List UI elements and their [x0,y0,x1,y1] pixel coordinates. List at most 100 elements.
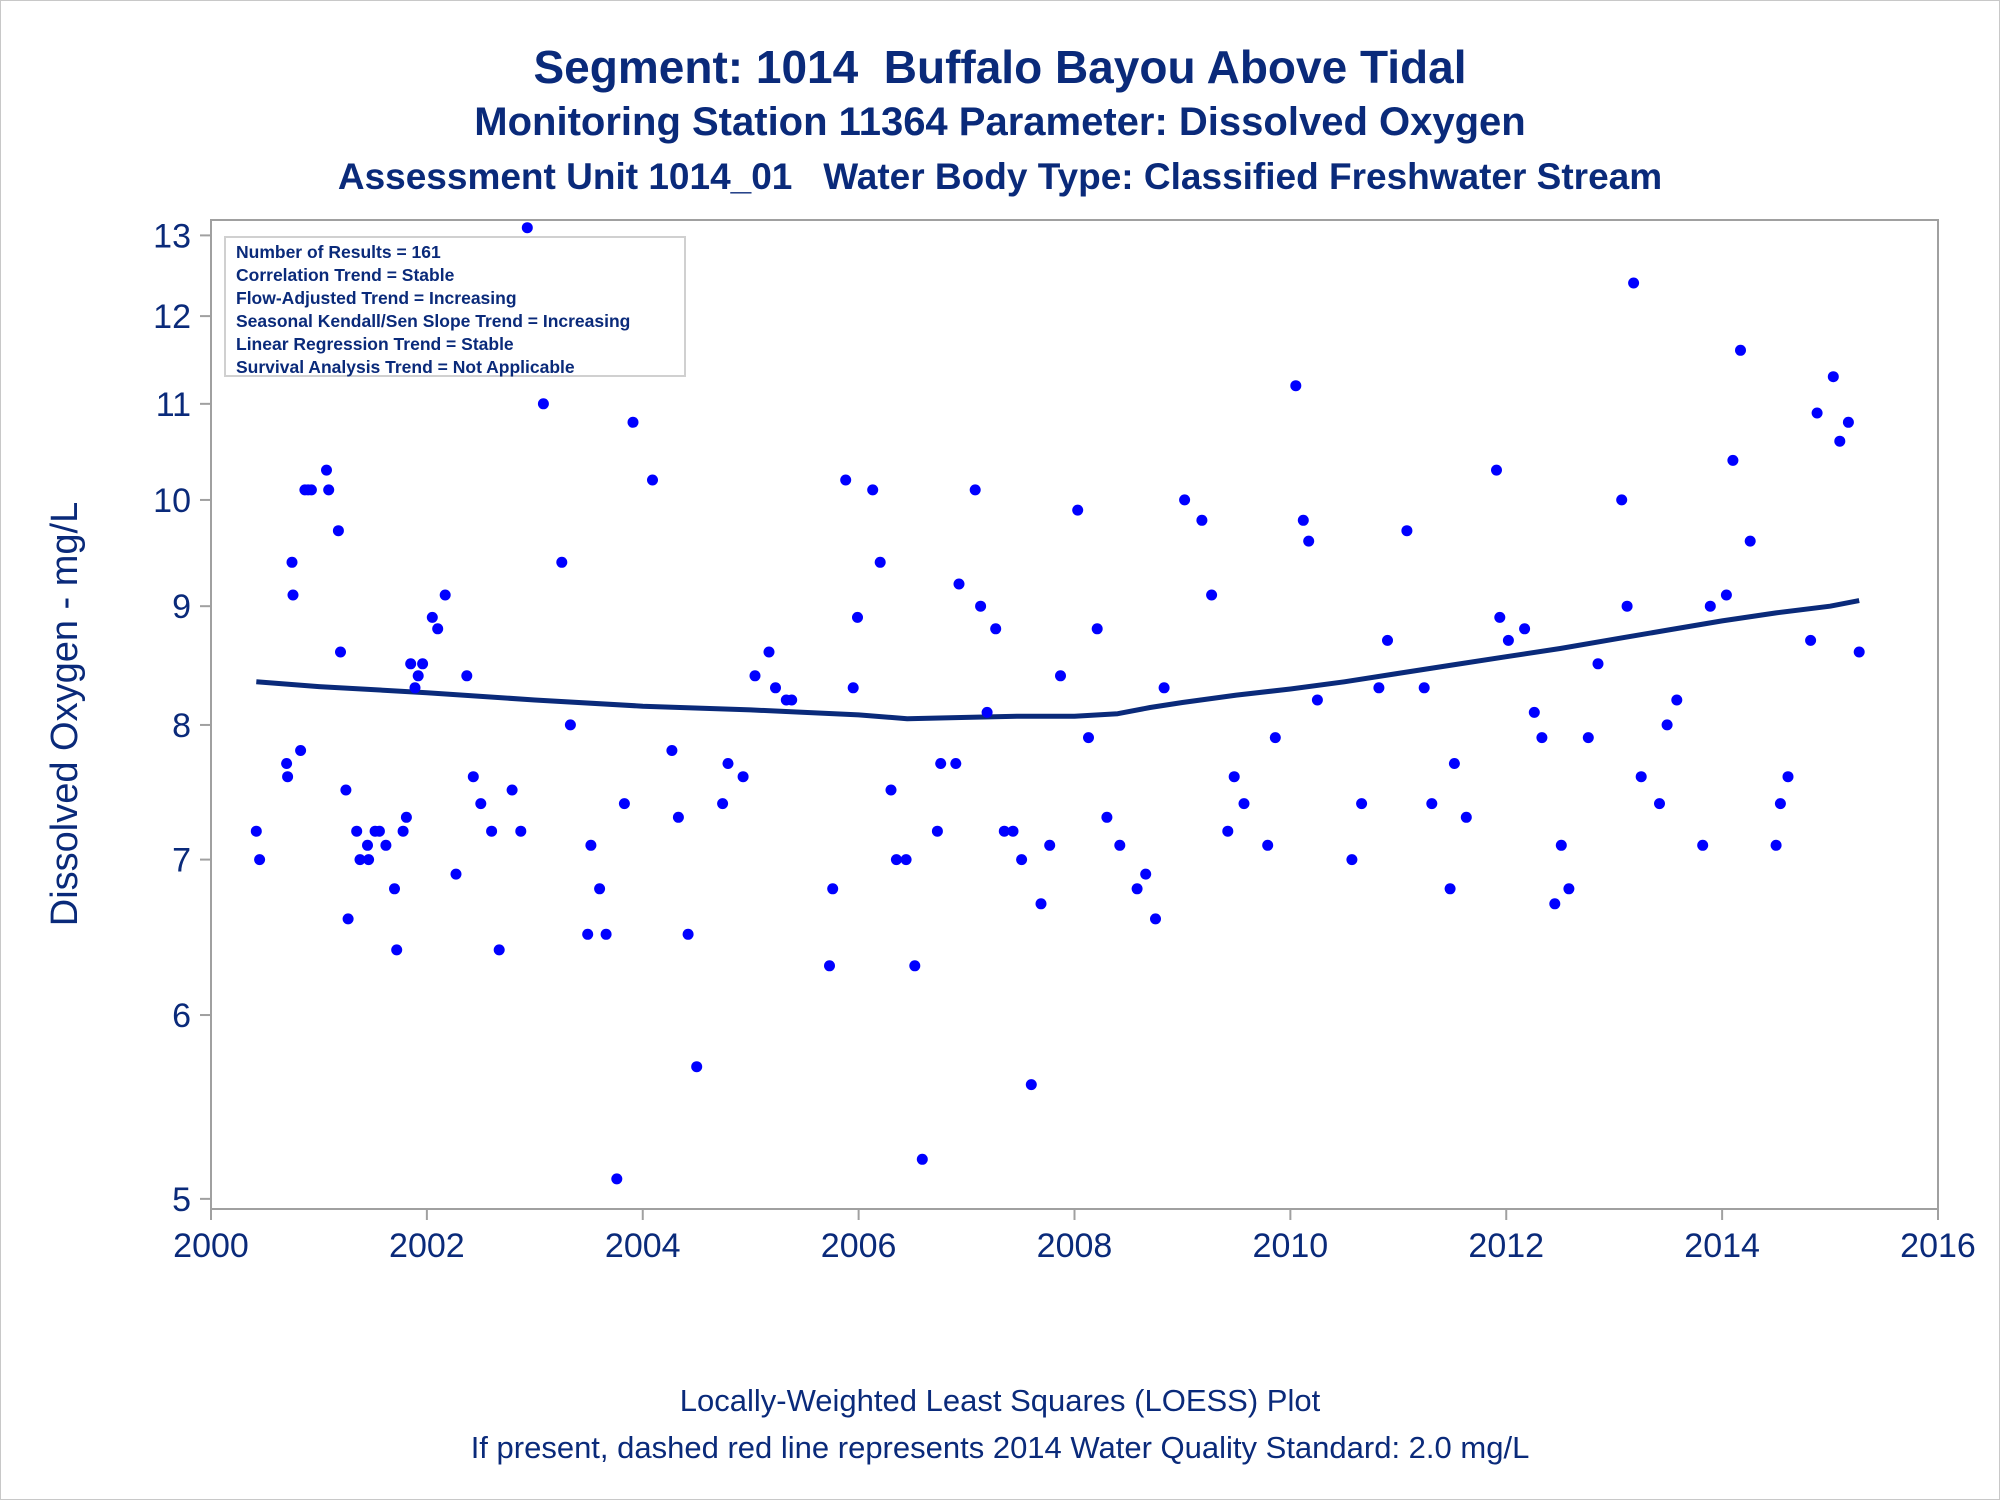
data-point [1811,407,1823,419]
data-point [969,484,981,496]
data-point [1150,913,1161,925]
data-point [1827,371,1839,383]
data-point [409,682,421,694]
data-point [935,758,947,769]
data-point [439,589,451,601]
data-point [475,798,487,810]
data-point [666,745,678,756]
data-point [627,416,639,428]
chart-subtitle-2: Assessment Unit 1014_01 Water Body Type:… [337,156,1663,197]
x-tick-label: 2008 [1037,1227,1113,1265]
data-point [1311,694,1323,706]
data-point [916,1153,928,1165]
trend-stats-box: Number of Results = 161 Correlation Tren… [224,236,686,377]
y-axis-label: Dissolved Oxygen - mg/L [44,502,86,927]
data-point [737,771,749,783]
data-point [931,825,943,837]
data-point [362,839,373,851]
data-point [1536,732,1548,744]
chart-title: Segment: 1014 Buffalo Bayou Above Tidal [533,41,1467,93]
data-point [1494,611,1506,623]
data-point [1426,798,1438,810]
data-point [998,825,1010,837]
data-point [1091,623,1103,635]
data-point [1055,670,1066,682]
data-point [1297,514,1309,526]
data-point [1016,854,1028,866]
data-point [1007,825,1019,837]
data-point [556,556,568,568]
y-tick-label: 6 [172,997,191,1035]
data-point [1661,719,1673,731]
data-point [1519,623,1531,635]
x-tick-label: 2016 [1900,1227,1976,1265]
data-point [1140,868,1152,880]
stat-flow-adjusted-trend: Flow-Adjusted Trend = Increasing [236,288,517,308]
data-point [874,556,886,568]
data-point [1303,535,1315,547]
data-point [1269,732,1281,744]
data-point [1491,464,1502,476]
data-point [1697,839,1709,851]
data-point [391,944,403,956]
data-point [1206,589,1218,601]
data-point [1179,494,1191,506]
data-point [521,222,533,234]
data-point [1727,454,1739,466]
data-point [786,694,798,706]
data-point [981,706,993,718]
data-point [405,658,417,670]
footnote-loess: Locally-Weighted Least Squares (LOESS) P… [679,1383,1321,1418]
data-point [342,913,354,925]
data-point [537,398,549,410]
data-point [373,825,385,837]
data-point [1720,589,1732,601]
data-point [461,670,473,682]
data-point [250,825,262,837]
data-point [351,825,363,837]
data-point [763,646,775,658]
data-point [691,1061,703,1073]
stat-correlation-trend: Correlation Trend = Stable [236,265,455,285]
data-point [335,646,346,658]
chart-subtitle: Monitoring Station 11364 Parameter: Diss… [474,100,1526,144]
stat-seasonal-kendall-trend: Seasonal Kendall/Sen Slope Trend = Incre… [236,311,631,331]
data-point [295,745,307,756]
data-point [397,825,409,837]
data-point [1101,811,1113,823]
data-point [885,784,897,796]
stat-linear-regression-trend: Linear Regression Trend = Stable [236,334,514,354]
data-point [953,578,965,590]
data-point [1842,416,1854,428]
data-point [1044,839,1056,851]
data-point [321,464,332,476]
data-point [672,811,684,823]
data-point [426,611,438,623]
data-point [450,868,462,880]
data-point [493,944,505,956]
footnote-standard: If present, dashed red line represents 2… [470,1430,1530,1465]
loess-line [256,598,1860,722]
data-point [618,798,630,810]
data-point [1582,732,1594,744]
data-point [950,758,962,769]
data-point [506,784,518,796]
data-point [1460,811,1472,823]
data-point [824,960,835,972]
data-point [1262,839,1274,851]
data-point [827,883,839,895]
data-point [254,854,266,866]
data-point [600,928,612,940]
data-point [1444,883,1456,895]
data-point [594,883,606,895]
data-point [432,623,444,635]
data-point [1635,771,1647,783]
data-point [1671,694,1683,706]
data-point [1373,682,1385,694]
data-point [1770,839,1782,851]
data-point [722,758,734,769]
data-point [1222,825,1234,837]
data-point [647,474,658,486]
data-point [486,825,498,837]
